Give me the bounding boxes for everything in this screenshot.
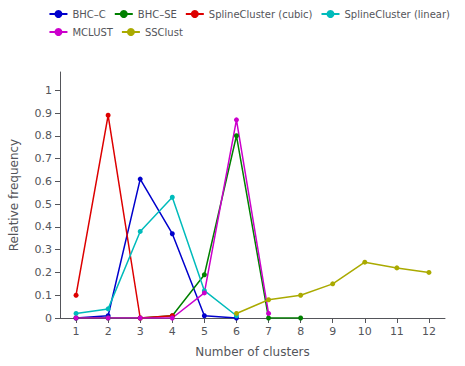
svg-text:SplineCluster (cubic): SplineCluster (cubic)	[209, 9, 313, 20]
svg-text:5: 5	[201, 325, 208, 338]
svg-text:SSClust: SSClust	[145, 27, 183, 38]
svg-text:BHC–SE: BHC–SE	[138, 9, 177, 20]
svg-text:1: 1	[73, 325, 80, 338]
svg-text:0.9: 0.9	[35, 107, 53, 120]
svg-text:0.4: 0.4	[35, 220, 53, 233]
svg-text:0.5: 0.5	[35, 198, 53, 211]
svg-text:12: 12	[422, 325, 436, 338]
svg-text:11: 11	[390, 325, 404, 338]
svg-text:0.2: 0.2	[35, 266, 53, 279]
svg-text:4: 4	[169, 325, 176, 338]
svg-text:7: 7	[265, 325, 272, 338]
svg-text:SplineCluster (linear): SplineCluster (linear)	[344, 9, 450, 20]
svg-text:6: 6	[233, 325, 240, 338]
svg-text:3: 3	[137, 325, 144, 338]
svg-text:0.7: 0.7	[35, 152, 53, 165]
svg-text:MCLUST: MCLUST	[72, 27, 113, 38]
svg-text:BHC–C: BHC–C	[72, 9, 105, 20]
svg-text:0.8: 0.8	[35, 129, 53, 142]
svg-text:0.6: 0.6	[35, 175, 53, 188]
svg-text:9: 9	[329, 325, 336, 338]
svg-text:Relative frequency: Relative frequency	[7, 139, 21, 251]
svg-text:0.3: 0.3	[35, 243, 53, 256]
svg-text:1: 1	[45, 84, 52, 97]
svg-text:8: 8	[297, 325, 304, 338]
svg-text:Number of clusters: Number of clusters	[195, 345, 309, 359]
svg-text:10: 10	[358, 325, 372, 338]
svg-text:0: 0	[45, 312, 52, 325]
svg-text:0.1: 0.1	[35, 289, 53, 302]
svg-text:2: 2	[105, 325, 112, 338]
